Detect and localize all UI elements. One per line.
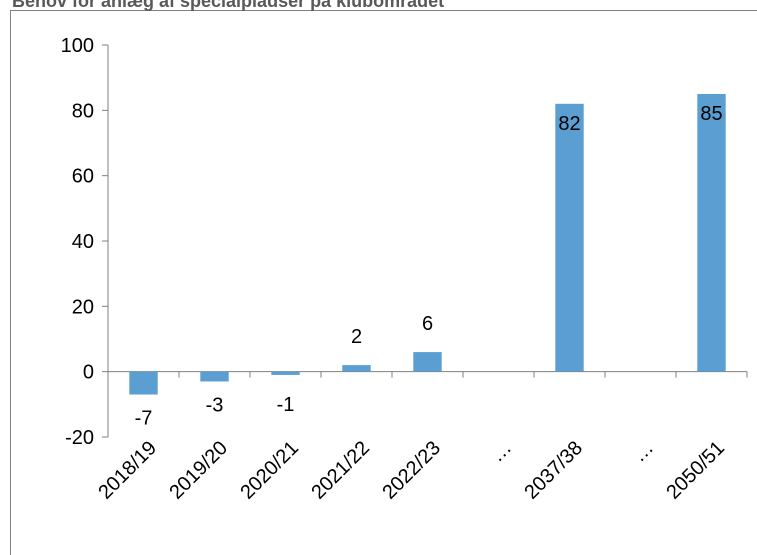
x-tick-label: 2022/23 [378, 437, 445, 504]
bar [697, 94, 726, 372]
data-label: 2 [351, 326, 362, 348]
bar [555, 103, 584, 372]
data-label: -1 [277, 394, 295, 416]
bar [271, 371, 300, 375]
chart-title: Behov for anlæg af specialpladser på klu… [12, 0, 444, 11]
x-tick-label: 2050/51 [662, 437, 729, 504]
x-tick-label: 2019/20 [165, 437, 232, 504]
x-tick-label: … [486, 437, 516, 467]
y-tick-label: 20 [72, 296, 94, 318]
bar [129, 371, 158, 395]
bar [342, 365, 371, 372]
x-tick-label: 2020/21 [236, 437, 303, 504]
data-label: -3 [206, 394, 224, 416]
y-tick-label: 0 [83, 362, 94, 384]
x-tick-label: 2018/19 [94, 437, 161, 504]
data-label: -7 [135, 408, 153, 430]
x-tick-label: 2021/22 [307, 437, 374, 504]
data-label: 82 [558, 113, 580, 135]
data-label: 85 [700, 103, 722, 125]
y-tick-label: 100 [61, 35, 94, 57]
y-tick-label: 60 [72, 166, 94, 188]
chart-frame [10, 10, 757, 555]
x-tick-label: 2037/38 [520, 437, 587, 504]
y-tick-label: 80 [72, 100, 94, 122]
x-tick-label: … [628, 437, 658, 467]
y-tick-label: -20 [65, 427, 94, 449]
bar [200, 371, 229, 382]
y-tick-label: 40 [72, 231, 94, 253]
data-label: 6 [422, 313, 433, 335]
bar [413, 352, 442, 372]
